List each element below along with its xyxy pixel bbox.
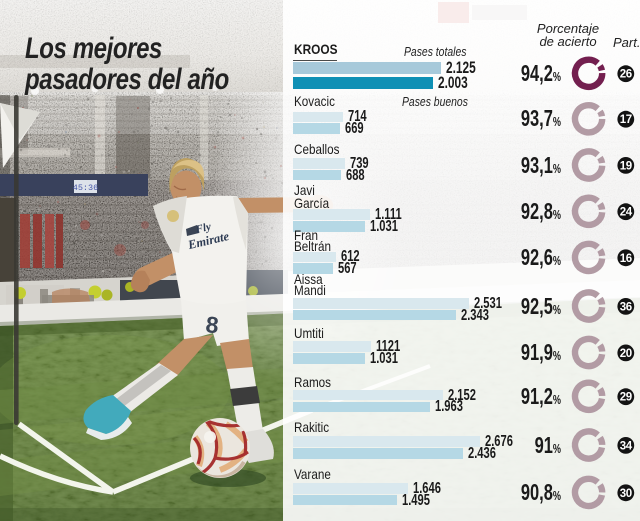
svg-text:26: 26	[620, 69, 632, 81]
svg-text:20: 20	[620, 348, 632, 360]
svg-text:45:36: 45:36	[73, 183, 99, 193]
svg-text:Fly: Fly	[194, 221, 213, 236]
svg-text:24: 24	[620, 207, 633, 219]
svg-text:17: 17	[620, 114, 632, 126]
svg-text:16: 16	[620, 253, 632, 265]
svg-text:29: 29	[620, 392, 632, 404]
svg-text:34: 34	[620, 440, 633, 452]
svg-text:19: 19	[620, 160, 632, 172]
svg-text:36: 36	[620, 301, 632, 313]
svg-text:30: 30	[620, 488, 632, 500]
svg-text:8: 8	[205, 311, 221, 338]
